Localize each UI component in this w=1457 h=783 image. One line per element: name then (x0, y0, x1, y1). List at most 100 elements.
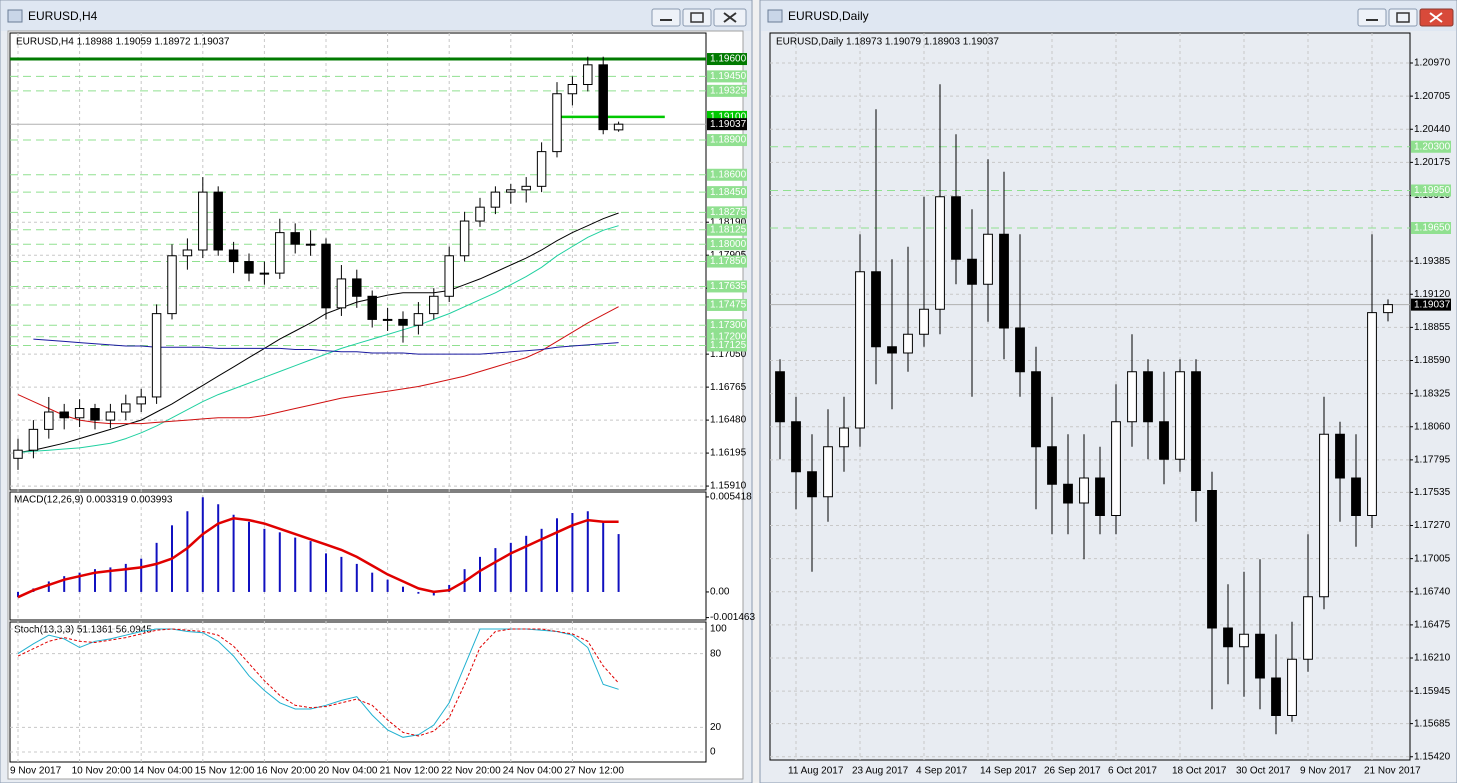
candle-body (1303, 596, 1313, 660)
candle-body (1287, 658, 1297, 716)
candle-body (1383, 304, 1393, 314)
candle-body (983, 233, 993, 285)
candle-body (935, 196, 945, 310)
candle-body (121, 403, 131, 413)
candle-body (1239, 633, 1249, 648)
time-label: 22 Nov 20:00 (441, 766, 501, 777)
moving-average (17, 306, 619, 425)
candle-body (1127, 371, 1137, 423)
price-label: 1.16475 (1414, 620, 1451, 631)
candle-body (444, 255, 454, 297)
candle-body (490, 191, 501, 208)
time-label: 30 Oct 2017 (1236, 766, 1291, 777)
candle-body (775, 371, 785, 423)
candle-body (59, 411, 69, 419)
candle-body (90, 408, 100, 421)
level-tag (707, 255, 747, 268)
price-label: 1.17795 (1414, 455, 1451, 466)
level-label: 1.17200 (710, 331, 747, 342)
candle-body (1143, 371, 1153, 423)
level-label: 1.17475 (710, 300, 747, 311)
time-label: 24 Nov 04:00 (503, 766, 563, 777)
time-label: 6 Oct 2017 (1108, 766, 1157, 777)
candle-body (1223, 627, 1233, 648)
window-buttons[interactable] (1357, 8, 1454, 27)
level-tag (1411, 184, 1451, 197)
title-bar (1, 1, 751, 31)
time-label: 10 Nov 20:00 (72, 766, 132, 777)
current-price-tag (707, 118, 747, 131)
candle-body (105, 411, 116, 421)
price-label: 1.16210 (1414, 653, 1451, 664)
stoch-signal (17, 628, 619, 737)
level-tag (707, 186, 747, 199)
level-tag (707, 339, 747, 352)
level-label: 1.19325 (710, 86, 747, 97)
stoch-tick-label: 0 (710, 747, 716, 758)
candle-body (1111, 421, 1121, 516)
window-title: EURUSD,Daily (788, 9, 869, 23)
price-label: 1.18855 (1414, 322, 1451, 333)
candle-body (951, 196, 961, 260)
title-bar (761, 1, 1456, 31)
level-label: 1.18275 (710, 207, 747, 218)
price-label: 1.17050 (710, 349, 747, 360)
candle-body (382, 318, 393, 321)
candle-body (305, 243, 316, 246)
candle-body (1047, 446, 1057, 485)
price-label: 1.17005 (1414, 553, 1451, 564)
time-label: 26 Sep 2017 (1044, 766, 1101, 777)
level-label: 1.19100 (710, 112, 747, 123)
price-label: 1.15685 (1414, 718, 1451, 729)
window-buttons[interactable] (651, 8, 747, 27)
candle-body (536, 151, 547, 187)
candle-body (1191, 371, 1201, 491)
time-label: 16 Nov 20:00 (256, 766, 316, 777)
candle-body (887, 346, 897, 354)
price-label: 1.19385 (1414, 256, 1451, 267)
candle-body (1367, 312, 1377, 516)
candle-body (583, 64, 593, 85)
macd-header: MACD(12,26,9) 0.003319 0.003993 (14, 495, 173, 506)
candle-body (336, 278, 347, 309)
candle-body (791, 421, 801, 473)
level-tag (707, 84, 747, 97)
price-label: 1.20705 (1414, 91, 1451, 102)
time-label: 11 Aug 2017 (788, 766, 844, 777)
moving-average (17, 212, 619, 453)
level-label: 1.19650 (1414, 223, 1451, 234)
stoch-tick-label: 80 (710, 648, 722, 659)
price-label: 1.20440 (1414, 124, 1451, 135)
candle-body (613, 123, 624, 131)
candle-body (459, 220, 470, 257)
time-label: 4 Sep 2017 (916, 766, 968, 777)
level-tag (1411, 222, 1451, 234)
candle-body (290, 232, 300, 245)
price-label: 1.18190 (710, 217, 747, 228)
stoch-header: Stoch(13,3,3) 51.1361 56.0945 (14, 625, 152, 636)
chart-area (7, 30, 744, 780)
candle-body (552, 93, 562, 153)
stoch-tick-label: 100 (710, 624, 727, 635)
candle-body (74, 408, 85, 419)
candle-body (1351, 477, 1361, 516)
level-label: 1.18900 (710, 135, 747, 146)
candle-body (598, 64, 608, 131)
candle-body (136, 396, 146, 405)
candle-body (13, 449, 23, 459)
candle-body (839, 427, 849, 448)
level-label: 1.18125 (710, 224, 747, 235)
candle-body (999, 233, 1009, 329)
time-label: 21 Nov 12:00 (380, 766, 440, 777)
level-tag (707, 238, 747, 251)
candle-body (1015, 327, 1025, 373)
candle-body (398, 318, 408, 326)
candle-body (429, 295, 439, 315)
level-tag (707, 70, 747, 83)
candle-body (1319, 433, 1329, 598)
level-label: 1.17300 (710, 320, 747, 331)
time-label: 9 Nov 2017 (10, 766, 62, 777)
chart-header: EURUSD,H4 1.18988 1.19059 1.18972 1.1903… (16, 37, 230, 48)
candle-body (871, 271, 881, 348)
